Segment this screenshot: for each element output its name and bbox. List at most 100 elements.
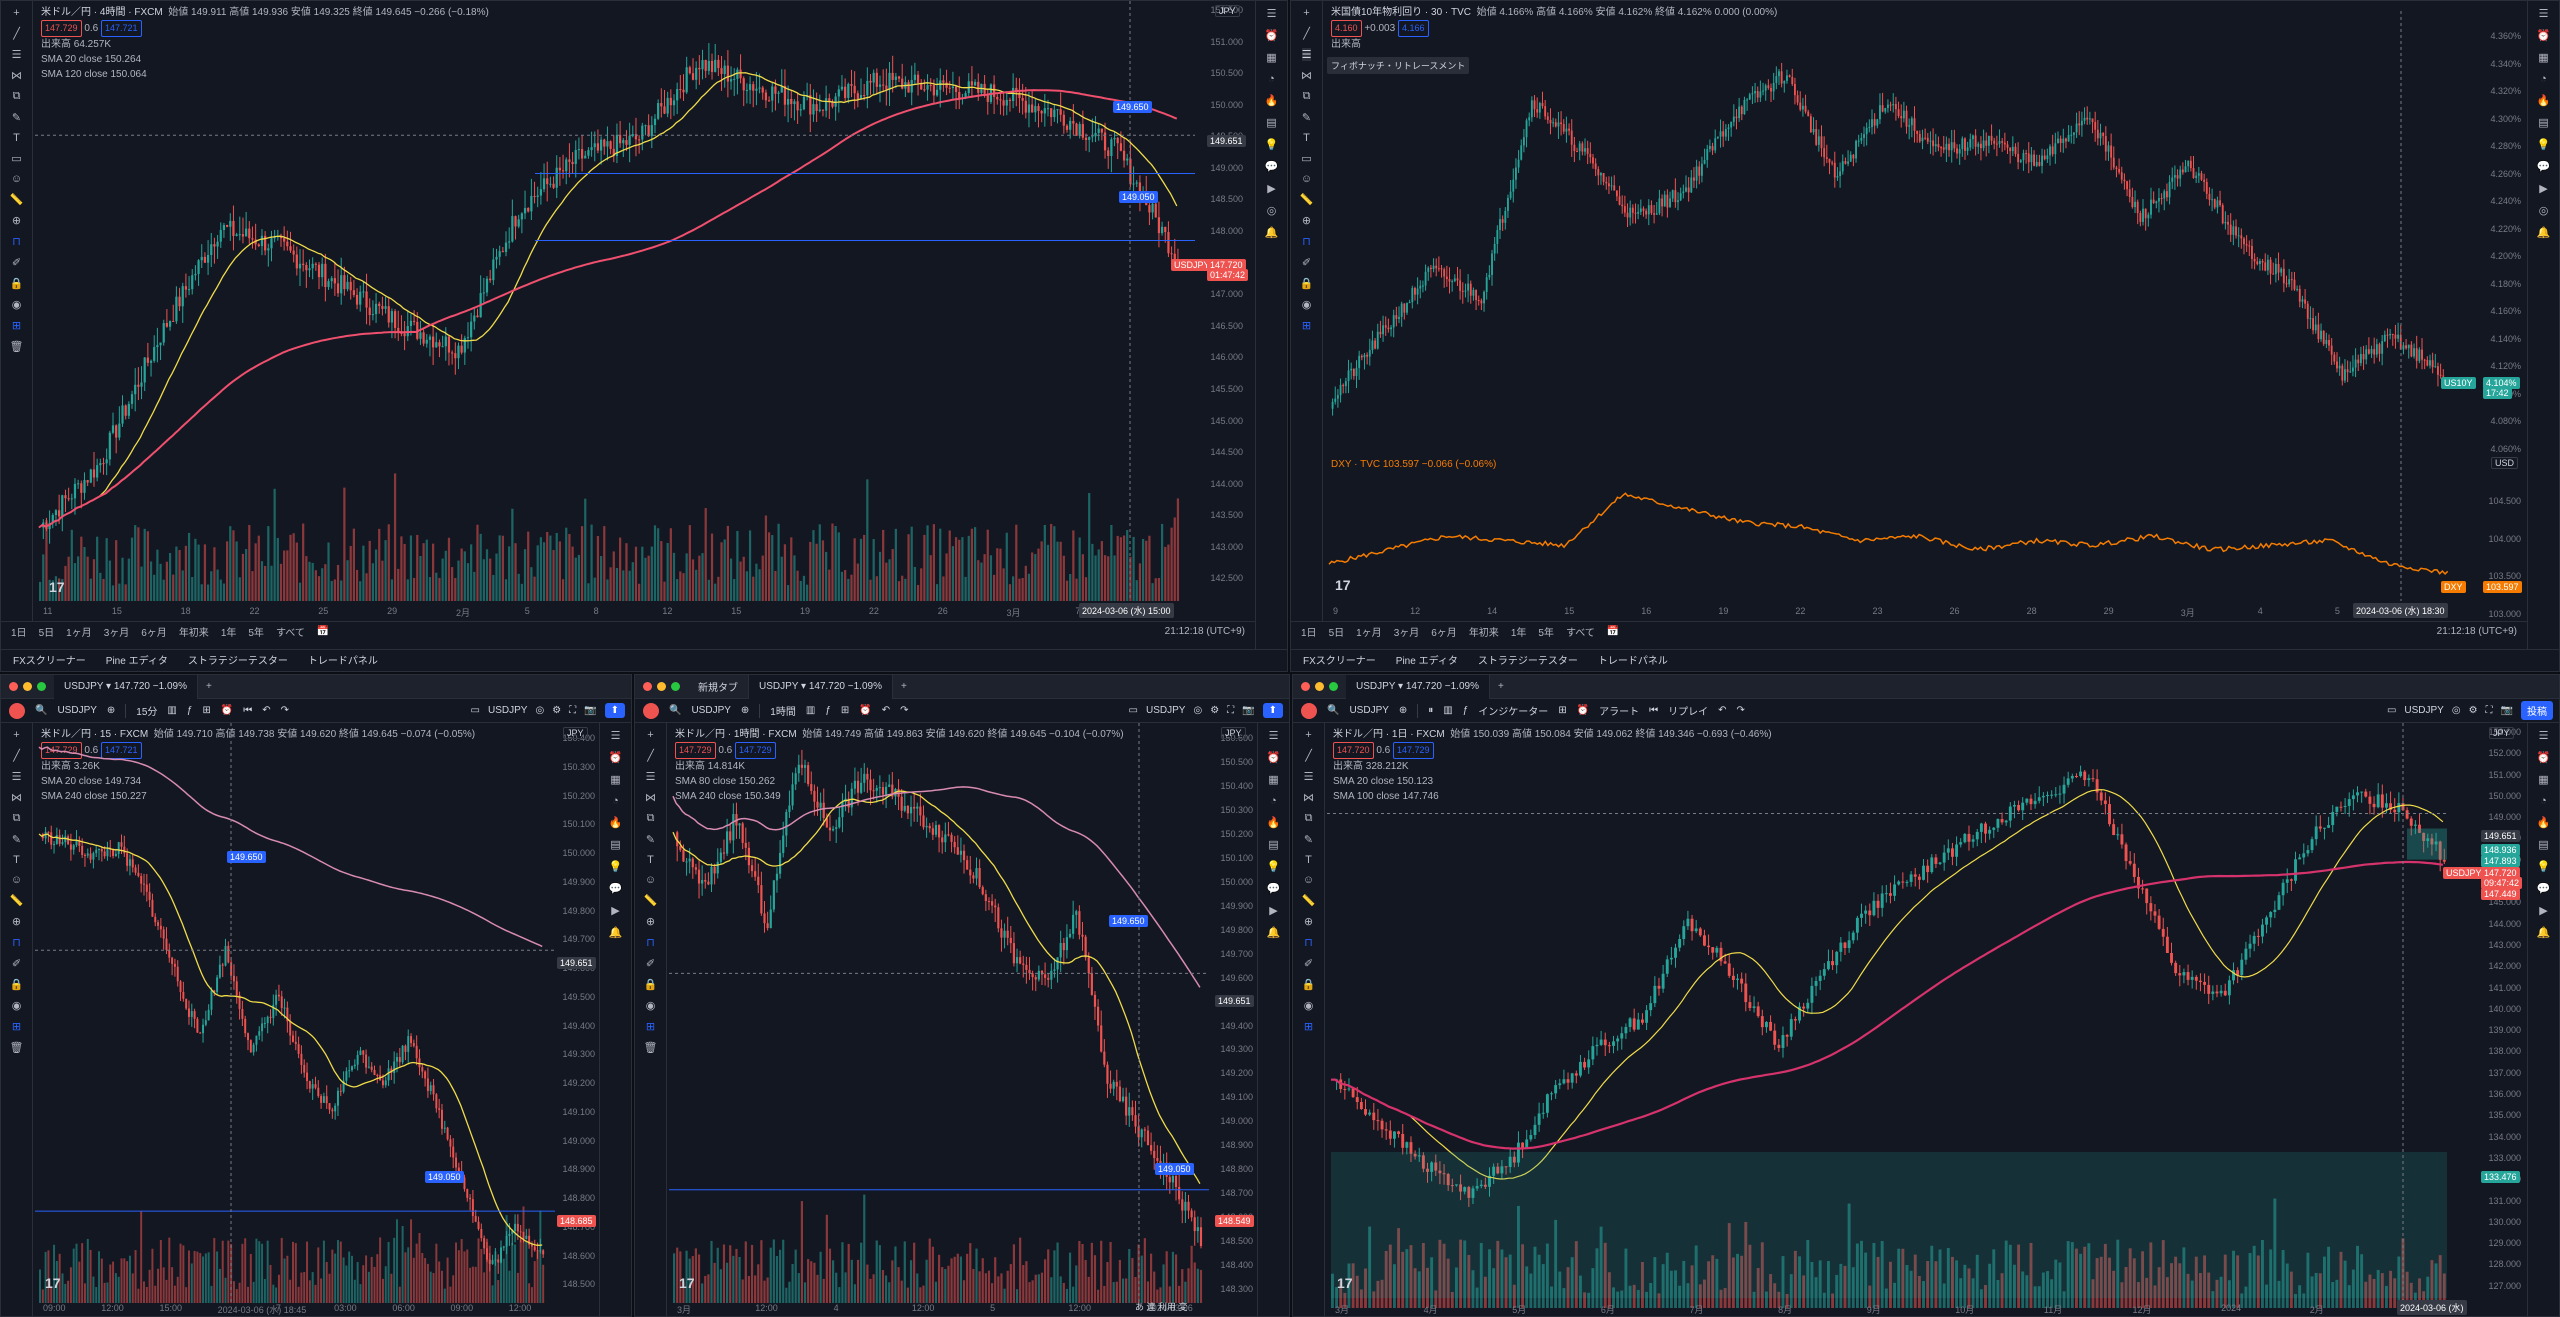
search-icon[interactable]: 🔍 [35,705,48,716]
new-tab-icon[interactable]: + [205,681,212,692]
crosshair-icon[interactable]: + [1303,7,1310,19]
emoji-icon[interactable]: ☺ [1300,173,1313,185]
alert-button[interactable]: アラート [1599,707,1640,718]
alert-icon[interactable]: ⏰ [220,705,234,716]
tab-new[interactable]: 新規タブ [688,675,749,699]
favorite-tools-icon[interactable]: ⊞ [645,1021,656,1033]
layout-toggle-icon[interactable]: ▭ [470,705,480,716]
broadcast-icon[interactable]: ◎ [1266,205,1277,217]
camera-icon[interactable]: 📷 [2500,705,2513,716]
layout-icon[interactable]: ⊞ [202,705,211,716]
fib-icon[interactable]: ☰ [1301,48,1312,61]
stream-icon[interactable]: ▶ [2539,183,2548,195]
alerts-icon[interactable]: ⏰ [1264,30,1279,42]
currency-select[interactable]: USD [2491,457,2519,469]
ideas-icon[interactable]: ◔ [612,795,619,807]
us10y-price-label[interactable]: 4.104% [2483,377,2520,389]
range-ytd[interactable]: 年初来 [1468,628,1499,639]
ideas-icon[interactable]: ◔ [1268,73,1275,85]
pause-icon[interactable]: ⏸ [1428,705,1434,716]
price-chart[interactable] [35,723,559,1303]
fib-icon[interactable]: ☰ [11,49,22,61]
crosshair-icon[interactable]: + [13,7,20,19]
hotlist-icon[interactable]: 🔥 [1264,95,1279,107]
layout-icon[interactable]: ⊞ [1558,705,1567,716]
calendar-icon[interactable]: ▦ [1268,774,1279,786]
fullscreen-icon[interactable]: ⛶ [1227,705,1235,716]
layout-name[interactable]: USDJPY [2404,705,2444,716]
zone-mid-label[interactable]: 147.893 [2481,855,2520,867]
range-5y[interactable]: 5年 [248,628,264,639]
price-axis[interactable]: 4.360% 4.340% 4.320% 4.300% 4.280% 4.260% 4.24… [2479,1,2527,454]
range-6m[interactable]: 6ヶ月 [1431,628,1457,639]
text-icon[interactable]: T [647,854,654,866]
current-price-label[interactable]: 148.685 [557,1215,596,1227]
price-chart[interactable] [1327,723,2479,1308]
range-3m[interactable]: 3ヶ月 [103,628,130,639]
new-tab-icon[interactable]: + [900,681,907,692]
redo-icon[interactable]: ↷ [280,705,290,716]
chat-icon[interactable]: 💬 [2536,883,2551,895]
hotlist-icon[interactable]: 🔥 [608,817,623,829]
bell-icon[interactable]: 🔔 [2536,927,2551,939]
chart-title[interactable]: 米ドル／円 · 15 · FXCM [41,729,149,740]
alert-flag-b[interactable]: 149.050 [425,1171,464,1183]
fib-icon[interactable]: ☰ [645,771,656,783]
us10y-time-label[interactable]: 17:42 [2483,387,2512,399]
trading-panel-tab[interactable]: トレードパネル [307,656,378,667]
undo-icon[interactable]: ↶ [881,705,891,716]
chart-title[interactable]: 米ドル／円 · 4時間 · FXCM [41,7,163,18]
eye-icon[interactable]: ◉ [11,299,22,311]
max-dot[interactable] [671,682,680,691]
stream-icon[interactable]: ▶ [2539,905,2548,917]
bulb-icon[interactable]: 💡 [1264,139,1279,151]
fib-icon[interactable]: ☰ [11,771,22,783]
cross-price-label[interactable]: 149.651 [1215,995,1254,1007]
currency-select[interactable]: JPY [2489,727,2514,739]
price-axis[interactable]: 150.400 150.300 150.200 150.100 150.000 149.9… [553,723,601,1298]
stream-icon[interactable]: ▶ [1269,905,1278,917]
us10y-flag[interactable]: US10Y [2441,377,2476,389]
publish-icon[interactable]: ⬆ [604,703,625,718]
price-axis[interactable]: 153.000152.000151.000150.000149.000148.0… [2479,723,2527,1298]
countdown-label[interactable]: 01:47:42 [1207,269,1249,281]
current-price-label[interactable]: 147.720 [1207,259,1246,271]
bell-icon[interactable]: 🔔 [1266,927,1281,939]
calendar-icon[interactable]: ▦ [2538,52,2549,64]
dxy-axis[interactable]: 104.500 104.000 103.500 103.000 [2479,451,2527,619]
chart-title[interactable]: 米ドル／円 · 1時間 · FXCM [675,729,797,740]
range-5d[interactable]: 5日 [38,628,55,639]
indicators-icon[interactable]: ƒ [1462,705,1469,716]
eye-icon[interactable]: ◉ [645,1000,656,1012]
current-price-label[interactable]: 147.720 [2481,867,2520,879]
lock-icon[interactable]: 🔒 [9,278,24,290]
chat-icon[interactable]: 💬 [1266,883,1281,895]
new-tab-icon[interactable]: + [1497,681,1504,692]
trendline-icon[interactable]: ╱ [13,750,20,762]
favorite-tools-icon[interactable]: ⊞ [1301,320,1312,332]
brush-icon[interactable]: ✎ [11,112,22,124]
replay-button[interactable]: リプレイ [1668,707,1709,718]
zoom-icon[interactable]: ⊕ [645,916,656,928]
max-dot[interactable] [37,682,46,691]
range-6m[interactable]: 6ヶ月 [141,628,167,639]
dxy-chart[interactable] [1325,11,2481,603]
layout-name[interactable]: USDJPY [488,705,528,716]
brush-icon[interactable]: ✎ [1301,112,1312,124]
range-all[interactable]: すべて [1565,628,1595,639]
calendar-icon[interactable]: ▦ [610,774,621,786]
buy-price[interactable]: 147.721 [101,742,142,759]
camera-icon[interactable]: 📷 [584,705,597,716]
sell-price[interactable]: 4.160 [1331,20,1362,37]
emoji-icon[interactable]: ☺ [10,874,23,886]
favorite-tools-icon[interactable]: ⊞ [11,320,22,332]
magnet-icon[interactable]: ⊓ [646,937,655,949]
fullscreen-icon[interactable]: ⛶ [2485,705,2493,716]
range-1y[interactable]: 1年 [220,628,237,639]
magnet-icon[interactable]: ⊓ [12,937,21,949]
compare-icon[interactable]: ⊕ [1398,705,1408,716]
search-icon[interactable]: 🔍 [669,705,682,716]
close-dot[interactable] [1301,682,1310,691]
layout-name[interactable]: USDJPY [1146,705,1186,716]
alerts-icon[interactable]: ⏰ [1266,752,1281,764]
